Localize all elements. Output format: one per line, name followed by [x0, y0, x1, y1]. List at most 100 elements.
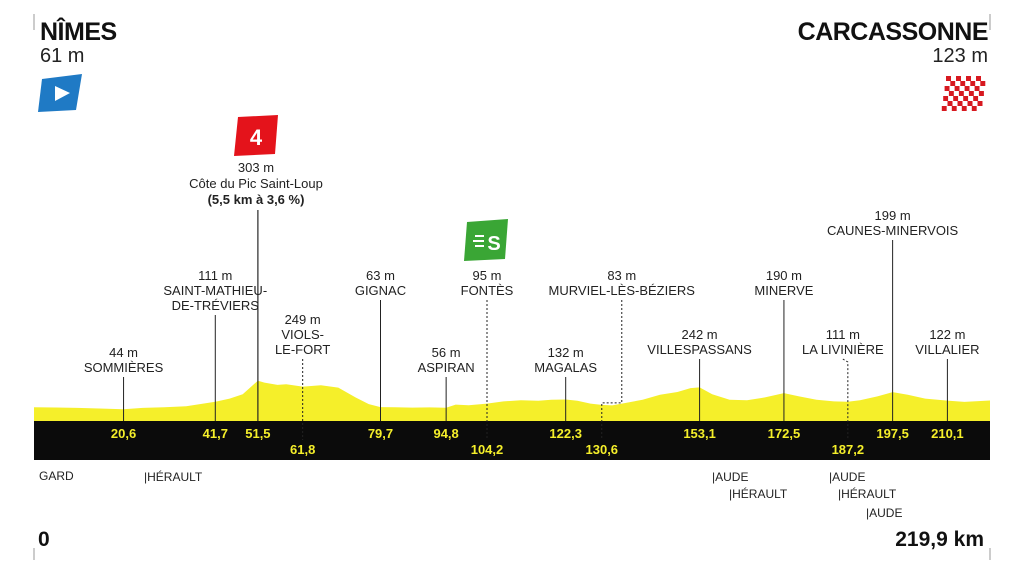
waypoint-name: SOMMIÈRES	[83, 360, 164, 375]
finish-flag-cell	[966, 106, 972, 111]
finish-flag-cell	[958, 91, 964, 96]
waypoint-name: GIGNAC	[354, 283, 407, 298]
finish-flag-cell	[954, 86, 960, 91]
start-city: NÎMES	[40, 18, 117, 46]
finish-flag-cell	[943, 96, 949, 101]
waypoint-altitude: 242 m	[681, 327, 718, 342]
finish-flag-cell	[941, 106, 947, 111]
finish-flag-cell	[942, 101, 948, 106]
finish-flag-cell	[953, 96, 959, 101]
waypoint-name: MAGALAS	[534, 360, 598, 375]
waypoint-altitude: 122 m	[929, 327, 966, 342]
finish-flag-cell	[946, 106, 952, 111]
finish-flag-cell	[948, 96, 954, 101]
finish-flag-cell	[968, 96, 974, 101]
finish-flag-cell	[945, 81, 951, 86]
finish-flag-cell	[951, 76, 956, 81]
finish-flag-cell	[974, 86, 980, 91]
department-label: |HÉRAULT	[838, 487, 897, 501]
finish-flag-cell	[957, 101, 963, 106]
waypoint-name: CAUNES-MINERVOIS	[826, 223, 959, 238]
finish-flag-cell	[956, 76, 961, 81]
finish-flag-cell	[961, 106, 967, 111]
waypoint-label: 132 m MAGALAS	[466, 345, 666, 375]
finish-flag-cell	[967, 101, 973, 106]
finish-flag-cell	[951, 106, 957, 111]
km-band	[34, 421, 990, 460]
finish-flag-cell	[948, 91, 954, 96]
finish-flag-cell	[955, 81, 961, 86]
km-label: 104,2	[471, 442, 504, 457]
finish-flag-cell	[979, 86, 985, 91]
finish-flag-cell	[970, 81, 976, 86]
finish-flag-cell	[965, 81, 971, 86]
finish-flag-cell	[943, 91, 949, 96]
finish-flag-cell	[947, 101, 953, 106]
sprint-badge: S	[464, 219, 508, 261]
finish-flag-cell	[978, 91, 984, 96]
finish-flag-cell	[978, 96, 984, 101]
finish-flag-cell	[973, 91, 979, 96]
waypoint-name: VIOLS-	[281, 327, 324, 342]
climb-detail: (5,5 km à 3,6 %)	[207, 192, 305, 207]
climb-altitude: 303 m	[237, 160, 275, 175]
finish-flag-cell	[977, 101, 983, 106]
finish-flag-cell	[975, 81, 981, 86]
finish-flag-cell	[959, 86, 965, 91]
km-label: 20,6	[111, 426, 136, 441]
km-label: 172,5	[768, 426, 801, 441]
waypoint-label: 111 m LA LIVINIÈRE	[743, 327, 943, 357]
finish-flag-cell	[976, 106, 982, 111]
km-label: 122,3	[549, 426, 582, 441]
finish-flag-cell	[960, 81, 966, 86]
waypoint-name: ASPIRAN	[417, 360, 475, 375]
km-label: 210,1	[931, 426, 964, 441]
waypoint-name: MINERVE	[754, 283, 814, 298]
finish-flag-cell	[973, 96, 979, 101]
finish-city: CARCASSONNE	[797, 18, 989, 46]
finish-flag-cell	[949, 86, 955, 91]
waypoint-altitude: 111 m	[198, 268, 233, 283]
play-arrow-icon	[55, 86, 70, 101]
leader-line	[842, 358, 849, 440]
finish-flag-icon	[941, 76, 986, 111]
elevation-profile-area	[34, 380, 990, 421]
waypoint-altitude: 111 m	[825, 327, 860, 342]
waypoint-label: 249 m VIOLS- LE-FORT	[203, 312, 403, 357]
waypoint-name: LA LIVINIÈRE	[802, 342, 884, 357]
waypoint-name: FONTÈS	[460, 283, 514, 298]
finish-flag-cell	[963, 96, 969, 101]
waypoint-altitude: 44 m	[109, 345, 138, 360]
finish-flag-cell	[962, 101, 968, 106]
waypoint-label: 44 m SOMMIÈRES	[24, 345, 224, 375]
waypoint-label: 111 m SAINT-MATHIEU- DE-TRÉVIERS	[115, 268, 315, 313]
waypoint-label: 83 m MURVIEL-LÈS-BÉZIERS	[522, 268, 722, 298]
finish-flag-cell	[950, 81, 956, 86]
leader-line	[601, 300, 623, 440]
waypoint-altitude: 83 m	[607, 268, 637, 283]
waypoint-label: 63 m GIGNAC	[280, 268, 480, 298]
finish-flag-cell	[946, 76, 951, 81]
km-label: 130,6	[586, 442, 619, 457]
department-label: |AUDE	[712, 470, 749, 484]
finish-flag-cell	[981, 76, 986, 81]
km-end-label: 219,9 km	[895, 528, 984, 551]
finish-flag-cell	[956, 106, 962, 111]
waypoint-label: 242 m VILLESPASSANS	[600, 327, 800, 357]
waypoint-altitude: 199 m	[874, 208, 911, 223]
finish-flag-cell	[964, 86, 970, 91]
finish-flag-cell	[968, 91, 974, 96]
waypoint-name: VILLESPASSANS	[647, 342, 752, 357]
waypoint-name: DE-TRÉVIERS	[171, 298, 259, 313]
km-label: 153,1	[683, 426, 716, 441]
km-label: 187,2	[832, 442, 865, 457]
waypoint-altitude: 132 m	[547, 345, 584, 360]
finish-flag-cell	[980, 81, 986, 86]
waypoint-name: MURVIEL-LÈS-BÉZIERS	[548, 283, 695, 298]
waypoint-altitude: 190 m	[765, 268, 802, 283]
waypoint-altitude: 249 m	[284, 312, 321, 327]
department-label: |HÉRAULT	[729, 487, 788, 501]
km-start-label: 0	[38, 528, 50, 551]
finish-flag-cell	[976, 76, 981, 81]
